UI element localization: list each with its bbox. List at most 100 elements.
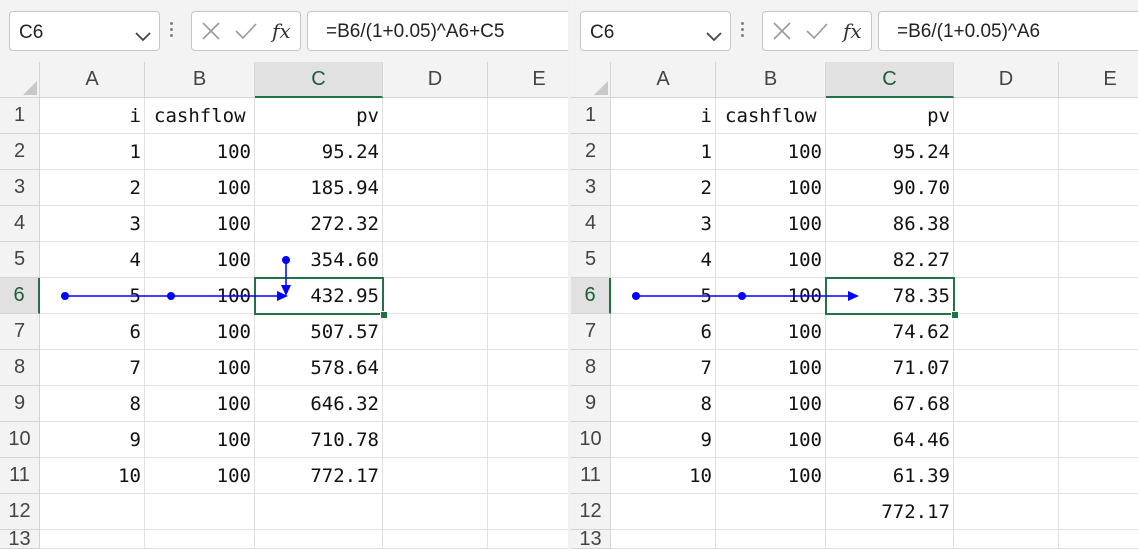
column-header-e[interactable]: E — [1059, 62, 1138, 98]
row-header-3[interactable]: 3 — [571, 170, 611, 206]
cell-b7[interactable]: 100 — [145, 314, 255, 350]
select-all-corner[interactable] — [0, 62, 40, 98]
cell-a4[interactable]: 3 — [611, 206, 716, 242]
cell-c9[interactable]: 646.32 — [255, 386, 383, 422]
select-all-corner[interactable] — [571, 62, 611, 98]
cell-a3[interactable]: 2 — [611, 170, 716, 206]
row-header-10[interactable]: 10 — [0, 422, 40, 458]
cell-a10[interactable]: 9 — [40, 422, 145, 458]
fx-icon[interactable]: fx — [272, 19, 291, 43]
cell-a13[interactable] — [40, 530, 145, 549]
column-header-e[interactable]: E — [488, 62, 568, 98]
row-header-4[interactable]: 4 — [571, 206, 611, 242]
cell-a10[interactable]: 9 — [611, 422, 716, 458]
cell-d1[interactable] — [383, 98, 488, 134]
cell-c7[interactable]: 507.57 — [255, 314, 383, 350]
cell-d7[interactable] — [383, 314, 488, 350]
row-header-7[interactable]: 7 — [571, 314, 611, 350]
cell-d2[interactable] — [954, 134, 1059, 170]
cell-d3[interactable] — [383, 170, 488, 206]
fill-handle[interactable] — [951, 311, 959, 319]
cell-a9[interactable]: 8 — [40, 386, 145, 422]
cell-c1[interactable]: pv — [826, 98, 954, 134]
cell-b12[interactable] — [145, 494, 255, 530]
cell-c2[interactable]: 95.24 — [255, 134, 383, 170]
cell-a8[interactable]: 7 — [611, 350, 716, 386]
cell-c13[interactable] — [255, 530, 383, 549]
column-header-d[interactable]: D — [954, 62, 1059, 98]
cell-c4[interactable]: 272.32 — [255, 206, 383, 242]
cell-d6[interactable] — [383, 278, 488, 314]
cell-b13[interactable] — [716, 530, 826, 549]
cell-e12[interactable] — [488, 494, 568, 530]
cell-a7[interactable]: 6 — [611, 314, 716, 350]
cell-e11[interactable] — [488, 458, 568, 494]
cell-d6[interactable] — [954, 278, 1059, 314]
cell-e4[interactable] — [1059, 206, 1138, 242]
cell-e9[interactable] — [1059, 386, 1138, 422]
close-icon[interactable] — [201, 21, 221, 45]
cell-c8[interactable]: 578.64 — [255, 350, 383, 386]
cell-e2[interactable] — [1059, 134, 1138, 170]
cell-e10[interactable] — [488, 422, 568, 458]
cell-b13[interactable] — [145, 530, 255, 549]
row-header-12[interactable]: 12 — [571, 494, 611, 530]
close-icon[interactable] — [772, 21, 792, 45]
cell-a11[interactable]: 10 — [611, 458, 716, 494]
cell-b4[interactable]: 100 — [145, 206, 255, 242]
row-header-9[interactable]: 9 — [0, 386, 40, 422]
cell-b4[interactable]: 100 — [716, 206, 826, 242]
cell-b2[interactable]: 100 — [716, 134, 826, 170]
row-header-1[interactable]: 1 — [0, 98, 40, 134]
cell-e6[interactable] — [488, 278, 568, 314]
row-header-4[interactable]: 4 — [0, 206, 40, 242]
cell-b1[interactable]: cashflow — [145, 98, 255, 134]
cell-d4[interactable] — [954, 206, 1059, 242]
cell-b10[interactable]: 100 — [716, 422, 826, 458]
chevron-down-icon[interactable] — [706, 27, 722, 46]
column-header-a[interactable]: A — [40, 62, 145, 98]
cell-c11[interactable]: 772.17 — [255, 458, 383, 494]
column-header-c[interactable]: C — [255, 62, 383, 98]
cell-d5[interactable] — [383, 242, 488, 278]
cell-d11[interactable] — [954, 458, 1059, 494]
cell-b10[interactable]: 100 — [145, 422, 255, 458]
cell-e5[interactable] — [1059, 242, 1138, 278]
column-header-c[interactable]: C — [826, 62, 954, 98]
cell-b9[interactable]: 100 — [716, 386, 826, 422]
row-header-5[interactable]: 5 — [0, 242, 40, 278]
cell-d4[interactable] — [383, 206, 488, 242]
row-header-8[interactable]: 8 — [571, 350, 611, 386]
cell-a2[interactable]: 1 — [611, 134, 716, 170]
cell-a5[interactable]: 4 — [611, 242, 716, 278]
chevron-down-icon[interactable] — [135, 27, 151, 46]
row-header-5[interactable]: 5 — [571, 242, 611, 278]
cell-d2[interactable] — [383, 134, 488, 170]
cell-d13[interactable] — [954, 530, 1059, 549]
cell-a1[interactable]: i — [611, 98, 716, 134]
cell-e9[interactable] — [488, 386, 568, 422]
cell-e4[interactable] — [488, 206, 568, 242]
cell-c1[interactable]: pv — [255, 98, 383, 134]
cell-e13[interactable] — [488, 530, 568, 549]
row-header-7[interactable]: 7 — [0, 314, 40, 350]
cell-c5[interactable]: 82.27 — [826, 242, 954, 278]
cell-d7[interactable] — [954, 314, 1059, 350]
row-header-6[interactable]: 6 — [0, 278, 40, 314]
row-header-11[interactable]: 11 — [571, 458, 611, 494]
cell-c10[interactable]: 64.46 — [826, 422, 954, 458]
row-header-2[interactable]: 2 — [571, 134, 611, 170]
cell-c4[interactable]: 86.38 — [826, 206, 954, 242]
cell-e1[interactable] — [1059, 98, 1138, 134]
row-header-2[interactable]: 2 — [0, 134, 40, 170]
cell-a6[interactable]: 5 — [611, 278, 716, 314]
formula-input[interactable]: =B6/(1+0.05)^A6+C5 — [307, 11, 568, 51]
row-header-11[interactable]: 11 — [0, 458, 40, 494]
cell-b12[interactable] — [716, 494, 826, 530]
cell-c7[interactable]: 74.62 — [826, 314, 954, 350]
cell-b2[interactable]: 100 — [145, 134, 255, 170]
cell-d9[interactable] — [383, 386, 488, 422]
cell-b5[interactable]: 100 — [716, 242, 826, 278]
cell-e10[interactable] — [1059, 422, 1138, 458]
cell-d1[interactable] — [954, 98, 1059, 134]
